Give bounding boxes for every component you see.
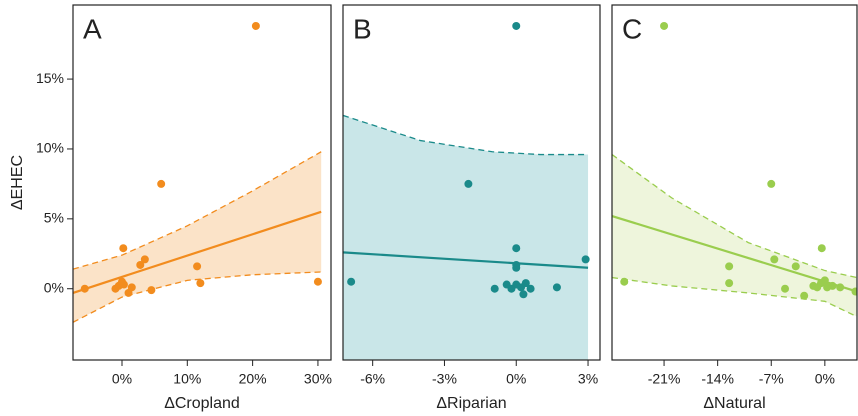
x-tick-label: 20%: [239, 371, 267, 387]
point: [80, 284, 89, 293]
x-tick-label: 30%: [304, 371, 332, 387]
confidence-band: [612, 154, 857, 317]
y-axis-label: ΔEHEC: [9, 155, 26, 210]
point: [251, 21, 260, 30]
point: [490, 284, 499, 293]
panel-frame: [342, 4, 601, 361]
panel: [612, 21, 857, 318]
y-tick-label: 0%: [44, 279, 64, 295]
point: [507, 284, 516, 293]
confidence-line: [73, 271, 322, 323]
point: [521, 279, 530, 288]
point: [767, 179, 776, 188]
confidence-line: [343, 114, 589, 156]
point: [552, 283, 561, 292]
panel-frame: [72, 4, 332, 361]
point: [519, 290, 528, 299]
x-tick-label: -7%: [759, 371, 784, 387]
panel: [73, 21, 322, 323]
point: [313, 277, 322, 286]
x-axis-label: ΔCropland: [164, 395, 240, 412]
x-tick-label: -14%: [701, 371, 734, 387]
point: [836, 283, 845, 292]
point: [526, 284, 535, 293]
point: [140, 255, 149, 264]
point: [581, 255, 590, 264]
y-tick-label: 15%: [36, 70, 64, 86]
point: [817, 244, 826, 253]
y-tick-label: 5%: [44, 210, 64, 226]
x-tick-label: 3%: [578, 371, 598, 387]
point: [193, 262, 202, 271]
point: [196, 279, 205, 288]
panel-letter: B: [353, 13, 372, 44]
panel-letter: C: [622, 13, 642, 44]
y-tick-label: 10%: [36, 140, 64, 156]
point: [781, 284, 790, 293]
point: [620, 277, 629, 286]
point: [512, 263, 521, 272]
point: [119, 244, 128, 253]
x-axis-label: ΔNatural: [703, 395, 765, 412]
point: [851, 287, 857, 296]
x-tick-label: -21%: [648, 371, 681, 387]
point: [136, 260, 145, 269]
point: [512, 21, 521, 30]
point: [660, 21, 669, 30]
point: [119, 280, 128, 289]
point: [725, 279, 734, 288]
point: [820, 276, 829, 285]
fit-line: [343, 251, 589, 269]
x-tick-label: 0%: [506, 371, 526, 387]
fit-line: [73, 210, 322, 294]
panel: [343, 21, 590, 360]
x-tick-label: 0%: [112, 371, 132, 387]
point: [147, 286, 156, 295]
panel-letter: A: [83, 13, 102, 44]
point: [828, 281, 837, 290]
x-tick-label: 10%: [173, 371, 201, 387]
point: [157, 179, 166, 188]
confidence-band: [73, 151, 322, 323]
panel-frame: [611, 4, 858, 361]
confidence-band: [343, 115, 589, 360]
x-tick-label: -6%: [360, 371, 385, 387]
confidence-line: [612, 276, 857, 318]
confidence-line: [612, 154, 857, 279]
point: [347, 277, 356, 286]
fit-line: [612, 214, 857, 293]
point: [512, 244, 521, 253]
confidence-line: [73, 151, 322, 270]
point: [725, 262, 734, 271]
x-axis-label: ΔRiparian: [436, 395, 506, 412]
x-tick-label: -3%: [432, 371, 457, 387]
x-tick-label: 0%: [815, 371, 835, 387]
point: [770, 255, 779, 264]
point: [464, 179, 473, 188]
point: [791, 262, 800, 271]
point: [800, 291, 809, 300]
point: [127, 283, 136, 292]
point: [809, 281, 818, 290]
